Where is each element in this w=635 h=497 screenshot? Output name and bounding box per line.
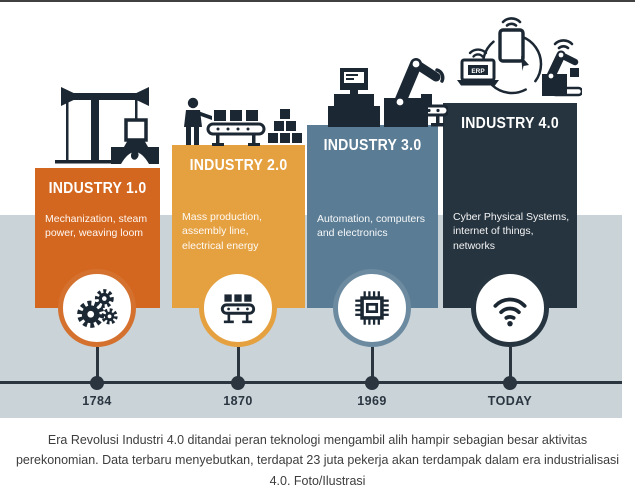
stage-description: Mechanization, steam power, weaving loom — [45, 213, 148, 240]
stage-title: INDUSTRY 4.0 — [461, 115, 559, 132]
stage-column-industry-2: INDUSTRY 2.0 Mass production, assembly l… — [172, 145, 305, 308]
timeline-axis — [0, 381, 622, 384]
iot-network-icon: ERP — [457, 17, 582, 97]
gears-icon — [77, 289, 118, 328]
timeline-stem — [508, 347, 512, 383]
timeline-dot — [90, 376, 104, 390]
timeline-stem — [370, 347, 374, 383]
microchip-icon — [355, 291, 389, 325]
timeline-year-label: TODAY — [487, 394, 533, 408]
stage-description: Cyber Physical Systems, internet of thin… — [453, 211, 570, 252]
timeline-dot — [503, 376, 517, 390]
wifi-icon — [493, 297, 527, 327]
stage-milestone-circle-3 — [333, 269, 411, 347]
stage-milestone-circle-2 — [199, 269, 277, 347]
timeline-dot — [365, 376, 379, 390]
robot-arm-computer-icon — [328, 58, 448, 127]
timeline-stem — [95, 347, 99, 383]
stage-milestone-circle-1 — [58, 269, 136, 347]
steam-engine-icon — [55, 87, 159, 164]
timeline-year-label: 1784 — [82, 394, 112, 408]
industry-revolution-infographic: INDUSTRY 1.0 Mechanization, steam power,… — [0, 2, 635, 422]
stage-title: INDUSTRY 3.0 — [323, 137, 422, 154]
top-divider — [0, 0, 635, 2]
timeline-year-label: 1969 — [357, 394, 387, 408]
stage-milestone-circle-4 — [471, 269, 549, 347]
svg-text:ERP: ERP — [471, 68, 485, 75]
stage-title: INDUSTRY 2.0 — [189, 157, 288, 174]
image-caption: Era Revolusi Industri 4.0 ditandai peran… — [15, 433, 620, 488]
worker-conveyor-icon — [184, 97, 302, 146]
timeline-dot — [231, 376, 245, 390]
stage-description: Automation, computers and electronics — [317, 213, 425, 240]
conveyor-belt-icon — [220, 294, 256, 324]
stage-title: INDUSTRY 1.0 — [48, 180, 147, 197]
timeline-year-label: 1870 — [223, 394, 253, 408]
timeline-stem — [236, 347, 240, 383]
stage-description: Mass production, assembly line, electric… — [182, 211, 262, 252]
